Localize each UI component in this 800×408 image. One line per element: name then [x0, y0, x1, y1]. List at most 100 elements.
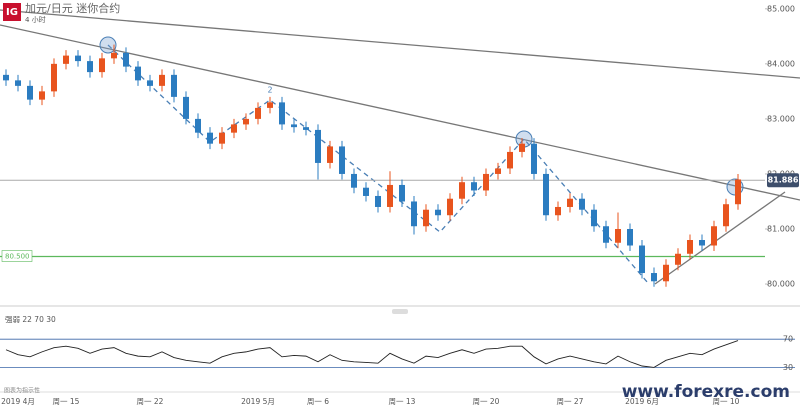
logo: IG	[6, 7, 18, 18]
x-tick-label: 周一 6	[307, 397, 329, 406]
candle-body	[27, 85, 33, 100]
candle-body	[735, 179, 741, 205]
price-label: 81.886	[768, 176, 799, 185]
candle-body	[171, 74, 177, 97]
candle-body	[159, 74, 165, 86]
candle-body	[387, 184, 393, 207]
candle-body	[567, 198, 573, 207]
candle-body	[579, 198, 585, 210]
candle-body	[459, 182, 465, 199]
candle-body	[711, 226, 717, 246]
candle-body	[531, 143, 537, 174]
candle-body	[219, 132, 225, 144]
logo-box	[3, 3, 21, 21]
candle-body	[483, 173, 489, 191]
candle-body	[423, 209, 429, 227]
candle-body	[195, 118, 201, 133]
x-tick-label: 周一 20	[473, 397, 500, 406]
candle-body	[687, 240, 693, 254]
x-tick-label: 2019 4月	[1, 397, 35, 406]
candle-body	[99, 58, 105, 73]
level-label: 80.500	[5, 253, 30, 261]
trend-line	[0, 9, 800, 79]
candle-body	[279, 102, 285, 125]
zigzag	[107, 44, 649, 284]
interval: 4 小时	[25, 15, 46, 24]
x-tick-label: 2019 6月	[625, 397, 659, 406]
candle-body	[399, 184, 405, 202]
candle-body	[87, 61, 93, 73]
candle-body	[603, 226, 609, 243]
candle-body	[447, 198, 453, 216]
indicator-line	[5, 340, 739, 368]
candle-body	[435, 209, 441, 216]
candle-body	[15, 80, 21, 86]
trend-line	[654, 191, 786, 285]
y-tick-label: 83.000	[767, 114, 795, 123]
candle-body	[723, 204, 729, 227]
candle-body	[495, 168, 501, 174]
x-tick-label: 周一 27	[557, 397, 584, 406]
y-tick-label: 81.000	[767, 224, 795, 233]
candle-body	[39, 91, 45, 100]
candle-body	[207, 132, 213, 144]
candle-body	[75, 55, 81, 62]
y-tick-label: 84.000	[767, 59, 795, 68]
y-tick-label: 85.000	[767, 4, 795, 13]
trend-line	[0, 24, 800, 201]
candle-body	[231, 124, 237, 133]
candle-body	[51, 63, 57, 92]
candle-body	[135, 66, 141, 81]
x-tick-label: 周一 10	[713, 397, 740, 406]
candle-body	[243, 118, 249, 125]
x-tick-label: 周一 15	[53, 397, 80, 406]
price-label-box	[767, 173, 799, 188]
candle-body	[543, 173, 549, 216]
candle-body	[651, 273, 657, 282]
candle-body	[615, 228, 621, 243]
candle-body	[63, 55, 69, 64]
x-tick-label: 2019 5月	[241, 397, 275, 406]
y-tick-label: 70	[783, 335, 793, 344]
candle-body	[147, 80, 153, 86]
footnote: 图表为指示性	[4, 387, 40, 395]
candle-body	[363, 187, 369, 196]
candle-body	[267, 102, 273, 108]
candle-body	[3, 74, 9, 81]
candle-body	[255, 107, 261, 119]
candle-body	[303, 127, 309, 130]
candle-body	[519, 143, 525, 152]
candle-body	[627, 228, 633, 246]
marker-circle	[99, 36, 117, 54]
y-tick-label: 30	[783, 363, 793, 372]
indicator-title: 强弱 22 70 30	[5, 315, 56, 324]
candle-body	[351, 173, 357, 188]
candle-body	[291, 124, 297, 128]
candle-body	[111, 52, 117, 59]
layout	[0, 3, 800, 393]
candle-body	[315, 129, 321, 163]
candle-body	[699, 240, 705, 246]
annotation: 2	[267, 86, 272, 95]
candle-body	[639, 245, 645, 274]
candle-body	[327, 146, 333, 163]
candle-body	[339, 146, 345, 174]
candle-body	[591, 209, 597, 227]
chart-title: 加元/日元 迷你合约	[25, 1, 120, 15]
candle-body	[471, 182, 477, 191]
y-tick-label: 80.000	[767, 280, 795, 289]
candle-body	[183, 96, 189, 119]
level-label-box	[1, 250, 33, 262]
panel-handle[interactable]	[392, 309, 408, 314]
candle-body	[675, 253, 681, 265]
candle-body	[375, 195, 381, 207]
watermark: www.forexre.com	[622, 382, 790, 402]
candle-body	[411, 201, 417, 227]
candle-body	[663, 264, 669, 282]
candle-body	[555, 206, 561, 216]
candle-body	[507, 151, 513, 169]
x-tick-label: 周一 13	[389, 397, 416, 406]
candle-body	[123, 52, 129, 67]
x-tick-label: 周一 22	[137, 397, 164, 406]
